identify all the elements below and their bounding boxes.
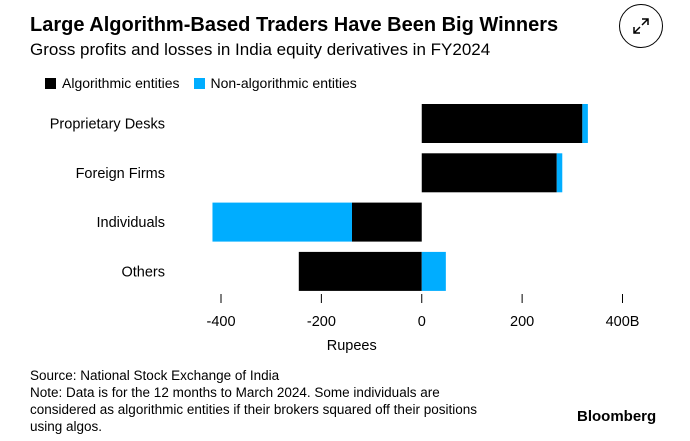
legend-swatch	[45, 77, 56, 89]
legend: Algorithmic entities Non-algorithmic ent…	[45, 75, 357, 91]
x-axis-label: Rupees	[327, 338, 377, 354]
category-label: Individuals	[96, 215, 165, 231]
bar-segment	[212, 202, 352, 242]
category-label: Others	[121, 264, 165, 280]
bar-chart: Proprietary Desks Foreign Firms Individual…	[50, 104, 640, 354]
legend-item-algorithmic: Algorithmic entities	[45, 75, 180, 91]
legend-swatch	[193, 77, 205, 89]
expand-arrows-icon	[633, 18, 649, 34]
bar-segment	[556, 153, 563, 193]
footnotes: Source: National Stock Exchange of India…	[30, 367, 477, 435]
chart-title: Large Algorithm-Based Traders Have Been …	[30, 14, 559, 36]
category-label: Proprietary Desks	[50, 117, 165, 133]
note-line: considered as algorithmic entities if th…	[30, 402, 477, 417]
x-tick-label: -400	[206, 314, 235, 330]
bloomberg-logo: Bloomberg	[577, 408, 657, 425]
x-tick-label: 0	[418, 314, 426, 330]
legend-item-non-algorithmic: Non-algorithmic entities	[193, 75, 357, 91]
bar-segment	[421, 104, 583, 143]
expand-button[interactable]	[619, 4, 663, 48]
note-line: Note: Data is for the 12 months to March…	[30, 385, 440, 400]
x-tick-label: 200	[510, 314, 534, 330]
bar-segment	[582, 104, 588, 143]
bar-segment	[421, 153, 557, 193]
legend-label: Algorithmic entities	[62, 75, 180, 91]
bar-segment	[298, 251, 422, 291]
x-tick-label: -200	[307, 314, 336, 330]
bar-segment	[421, 251, 446, 291]
category-label: Foreign Firms	[76, 166, 165, 182]
source-text: Source: National Stock Exchange of India	[30, 368, 280, 383]
x-tick-label: 400B	[606, 314, 640, 330]
chart-subtitle: Gross profits and losses in India equity…	[30, 40, 491, 59]
bar-segment	[351, 202, 422, 242]
legend-label: Non-algorithmic entities	[210, 75, 357, 91]
note-line: using algos.	[30, 419, 103, 434]
